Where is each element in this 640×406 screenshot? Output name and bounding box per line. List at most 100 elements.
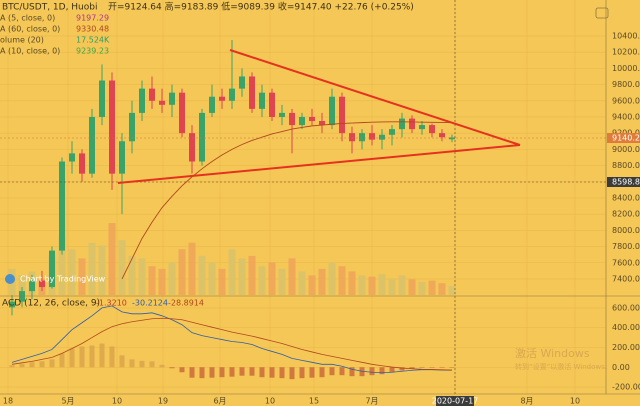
macd-histogram-bar bbox=[379, 367, 385, 375]
volume-bar bbox=[18, 275, 26, 295]
volume-bar bbox=[368, 276, 376, 295]
macd-histogram-bar bbox=[269, 367, 275, 378]
volume-bar bbox=[218, 268, 226, 295]
macd-histogram-bar bbox=[19, 363, 25, 368]
macd-reading: -30.2124 bbox=[132, 299, 168, 308]
candle-body bbox=[199, 112, 205, 162]
volume-bar bbox=[388, 279, 396, 295]
volume-bar bbox=[98, 245, 106, 295]
candle-body bbox=[149, 88, 155, 101]
volume-bar bbox=[138, 258, 146, 295]
macd-histogram-bar bbox=[229, 367, 235, 377]
price-tick-label: 9000.00 bbox=[612, 145, 640, 154]
volume-bar bbox=[378, 274, 386, 295]
macd-histogram-bar bbox=[329, 367, 335, 376]
macd-tick-label: 0.00 bbox=[612, 363, 630, 372]
macd-histogram-bar bbox=[249, 367, 255, 376]
macd-histogram-bar bbox=[89, 345, 95, 368]
macd-histogram-bar bbox=[99, 343, 105, 368]
current-price-label: 9140.28 bbox=[612, 134, 640, 143]
candle-body bbox=[59, 161, 65, 251]
macd-tick-label: 200.00 bbox=[612, 343, 640, 352]
watermark: Chart by TradingView bbox=[20, 275, 106, 284]
volume-bar bbox=[228, 249, 236, 295]
macd-histogram-bar bbox=[429, 367, 435, 368]
time-tick-label: 15 bbox=[309, 397, 319, 406]
candle-body bbox=[399, 118, 405, 130]
volume-bar bbox=[448, 285, 456, 295]
macd-histogram-bar bbox=[129, 359, 135, 368]
activation-title: 激活 Windows bbox=[515, 346, 590, 360]
candle-body bbox=[249, 76, 255, 109]
macd-histogram-bar bbox=[259, 367, 265, 378]
macd-histogram-bar bbox=[39, 361, 45, 368]
volume-bar bbox=[268, 262, 276, 295]
indicator-name: A (60, close, 0) bbox=[0, 25, 60, 34]
macd-histogram-bar bbox=[189, 367, 195, 378]
candle-body bbox=[89, 116, 95, 174]
candle-body bbox=[219, 96, 225, 101]
macd-histogram-bar bbox=[149, 361, 155, 368]
volume-bar bbox=[148, 266, 156, 295]
macd-histogram-bar bbox=[199, 367, 205, 379]
macd-histogram-bar bbox=[179, 367, 185, 373]
candle-body bbox=[349, 133, 355, 142]
candle-body bbox=[119, 141, 125, 174]
macd-reading: -28.8914 bbox=[168, 299, 204, 308]
candle-body bbox=[99, 80, 105, 117]
candle-body bbox=[319, 121, 325, 126]
macd-histogram-bar bbox=[209, 367, 215, 378]
time-tick-label: 6月 bbox=[213, 397, 226, 406]
volume-bar bbox=[198, 255, 206, 295]
candle-body bbox=[169, 92, 175, 105]
volume-bar bbox=[318, 268, 326, 295]
macd-histogram-bar bbox=[109, 346, 115, 368]
time-tick-label: 5月 bbox=[61, 397, 74, 406]
macd-histogram-bar bbox=[409, 367, 415, 369]
macd-tick-label: -200.00 bbox=[612, 383, 640, 392]
volume-bar bbox=[158, 268, 166, 295]
candle-body bbox=[359, 133, 365, 142]
candle-body bbox=[269, 92, 275, 117]
volume-bar bbox=[338, 266, 346, 295]
candle-body bbox=[289, 112, 295, 126]
price-tick-label: 9400.00 bbox=[612, 112, 640, 121]
volume-bar bbox=[278, 268, 286, 295]
candle-body bbox=[389, 129, 395, 135]
volume-bar bbox=[258, 266, 266, 295]
indicator-value: 9197.29 bbox=[76, 14, 109, 23]
macd-histogram-bar bbox=[29, 362, 35, 368]
candle-body bbox=[109, 80, 115, 174]
candle-body bbox=[309, 116, 315, 122]
macd-tick-label: 600.00 bbox=[612, 303, 640, 312]
macd-histogram-bar bbox=[399, 367, 405, 371]
macd-histogram-bar bbox=[139, 360, 145, 368]
candle-body bbox=[29, 280, 35, 292]
settings-icon[interactable] bbox=[595, 7, 609, 19]
volume-bar bbox=[208, 262, 216, 295]
time-tick-label: 19 bbox=[158, 397, 168, 406]
candle-body bbox=[329, 96, 335, 126]
candle-body bbox=[299, 116, 305, 126]
candle-body bbox=[209, 96, 215, 113]
candle-body bbox=[409, 118, 415, 130]
macd-histogram-bar bbox=[219, 367, 225, 378]
volume-bar bbox=[188, 242, 196, 295]
price-tick-label: 8400.00 bbox=[612, 193, 640, 202]
time-tick-label: 2020-07-17 bbox=[432, 397, 479, 406]
indicator-name: olume (20) bbox=[0, 36, 44, 45]
candle-body bbox=[39, 280, 45, 288]
volume-bar bbox=[248, 255, 256, 295]
time-tick-label: 7月 bbox=[365, 397, 378, 406]
time-tick-label: 10 bbox=[112, 397, 122, 406]
macd-histogram-bar bbox=[119, 355, 125, 368]
volume-bar bbox=[358, 275, 366, 295]
indicator-name: A (5, close, 0) bbox=[0, 14, 55, 23]
time-cursor-box bbox=[436, 396, 474, 406]
time-tick-label: 10 bbox=[570, 397, 580, 406]
volume-bar bbox=[108, 223, 116, 295]
volume-bar bbox=[288, 258, 296, 295]
macd-line bbox=[11, 305, 453, 374]
macd-tick-label: 400.00 bbox=[612, 323, 640, 332]
